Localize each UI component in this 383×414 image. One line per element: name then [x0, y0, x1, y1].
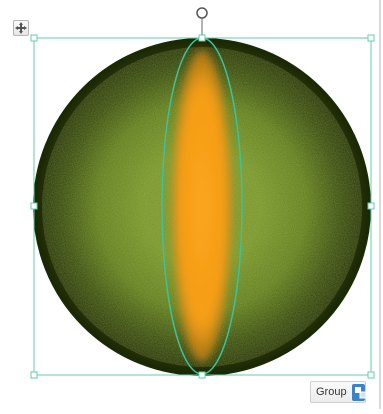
handle-top-left: [30, 34, 38, 42]
handle-top-right: [367, 34, 375, 42]
handle-middle-left: [30, 202, 38, 210]
resize-handles[interactable]: [30, 34, 375, 379]
move-arrows-icon[interactable]: [13, 20, 29, 36]
group-button-label: Group: [316, 386, 347, 398]
handle-middle-right: [367, 202, 375, 210]
group-icon: [351, 383, 367, 401]
handle-top-middle: [198, 34, 206, 42]
handle-bottom-left: [30, 371, 38, 379]
group-button[interactable]: Group: [310, 381, 367, 403]
orange-pupil-shape[interactable]: [172, 50, 232, 362]
rotate-handle-icon[interactable]: [196, 7, 208, 19]
canvas-right-edge: [379, 0, 381, 409]
handle-bottom-middle: [198, 371, 206, 379]
handle-bottom-right: [367, 371, 375, 379]
